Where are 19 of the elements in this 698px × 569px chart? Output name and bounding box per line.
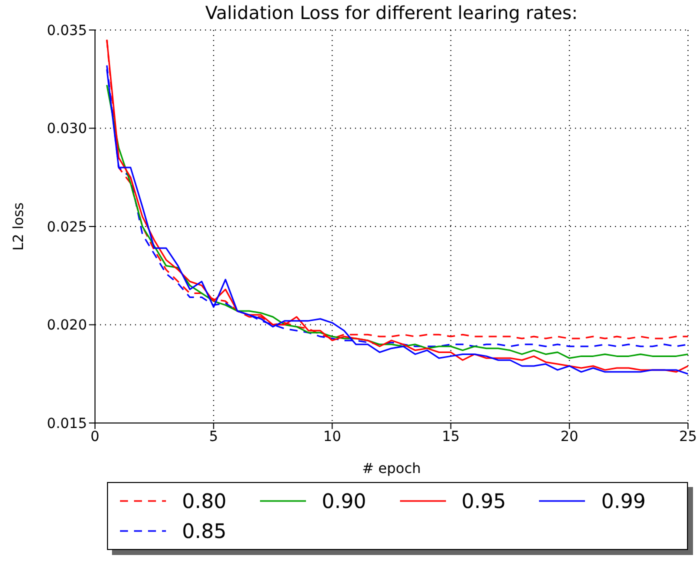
y-tick-label: 0.020 [46,318,87,334]
x-tick-label: 0 [90,428,100,445]
chart-title: Validation Loss for different learing rates: [204,3,579,24]
x-tick-label: 10 [323,428,342,445]
legend-label: 0.90 [322,489,366,513]
y-tick-label: 0.030 [46,121,87,138]
x-tick-label: 15 [442,428,460,445]
y-axis-title: L2 loss [10,202,27,251]
legend-label: 0.85 [182,519,227,543]
legend-label: 0.99 [601,489,646,513]
x-tick-label: 25 [679,428,697,445]
y-tick-label: 0.015 [46,416,87,432]
x-axis-title: # epoch [362,461,421,477]
x-tick-label: 20 [560,428,578,445]
legend-label: 0.80 [182,489,227,513]
legend-label: 0.95 [462,489,506,513]
y-tick-label: 0.035 [46,22,87,39]
x-tick-label: 5 [209,428,218,445]
y-tick-label: 0.025 [46,219,87,236]
